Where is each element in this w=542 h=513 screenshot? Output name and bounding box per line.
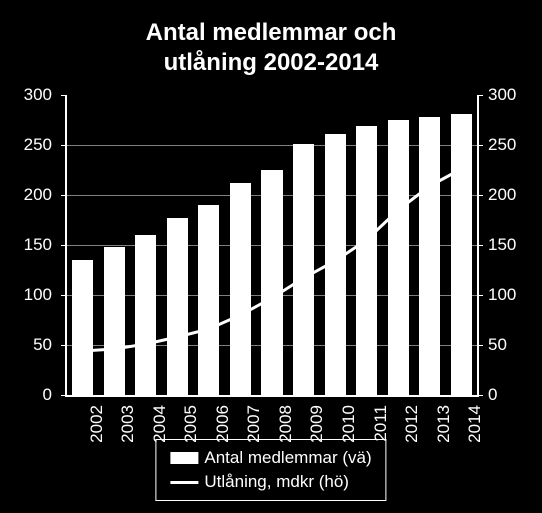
x-tick-label: 2006 bbox=[213, 405, 233, 443]
y-tick-label-left: 100 bbox=[24, 285, 52, 305]
x-tick-label: 2007 bbox=[244, 405, 264, 443]
y-tick-label-left: 150 bbox=[24, 235, 52, 255]
x-tick-label: 2004 bbox=[150, 405, 170, 443]
y-axis-right: 050100150200250300 bbox=[482, 95, 542, 395]
y-tick-label-left: 250 bbox=[24, 135, 52, 155]
chart-title-line2: utlåning 2002-2014 bbox=[0, 48, 542, 78]
legend-line-swatch bbox=[170, 481, 198, 484]
y-tick-mark-right bbox=[477, 395, 483, 396]
x-tick-label: 2008 bbox=[276, 405, 296, 443]
x-tick-label: 2014 bbox=[465, 405, 485, 443]
x-tick-label: 2002 bbox=[87, 405, 107, 443]
legend-bar-swatch bbox=[170, 452, 198, 464]
y-tick-label-right: 300 bbox=[488, 85, 516, 105]
y-tick-mark-left bbox=[61, 95, 67, 96]
x-tick-label: 2009 bbox=[307, 405, 327, 443]
y-tick-label-right: 100 bbox=[488, 285, 516, 305]
x-tick-label: 2005 bbox=[181, 405, 201, 443]
x-tick-label: 2010 bbox=[339, 405, 359, 443]
y-tick-label-right: 150 bbox=[488, 235, 516, 255]
y-tick-mark-left bbox=[61, 195, 67, 196]
x-tick-label: 2013 bbox=[434, 405, 454, 443]
legend-line-label: Utlåning, mdkr (hö) bbox=[204, 472, 349, 492]
line-path bbox=[83, 169, 461, 351]
legend-item-bars: Antal medlemmar (vä) bbox=[170, 446, 371, 470]
legend-item-line: Utlåning, mdkr (hö) bbox=[170, 470, 371, 494]
y-tick-label-right: 0 bbox=[488, 385, 497, 405]
y-tick-label-left: 200 bbox=[24, 185, 52, 205]
x-tick-label: 2011 bbox=[371, 405, 391, 442]
y-tick-label-left: 50 bbox=[33, 335, 52, 355]
chart-container: Antal medlemmar och utlåning 2002-2014 0… bbox=[0, 0, 542, 513]
y-tick-mark-left bbox=[61, 295, 67, 296]
y-tick-label-right: 250 bbox=[488, 135, 516, 155]
y-tick-mark-left bbox=[61, 395, 67, 396]
x-tick-label: 2012 bbox=[402, 405, 422, 443]
y-tick-mark-left bbox=[61, 245, 67, 246]
chart-title-line1: Antal medlemmar och bbox=[0, 18, 542, 48]
chart-title: Antal medlemmar och utlåning 2002-2014 bbox=[0, 0, 542, 78]
y-tick-mark-left bbox=[61, 145, 67, 146]
y-tick-label-right: 50 bbox=[488, 335, 507, 355]
y-tick-label-left: 300 bbox=[24, 85, 52, 105]
line-series bbox=[67, 95, 477, 395]
y-tick-label-right: 200 bbox=[488, 185, 516, 205]
x-tick-label: 2003 bbox=[118, 405, 138, 443]
y-axis-left: 050100150200250300 bbox=[0, 95, 60, 395]
y-tick-mark-left bbox=[61, 345, 67, 346]
legend-bar-label: Antal medlemmar (vä) bbox=[204, 448, 371, 468]
y-tick-label-left: 0 bbox=[43, 385, 52, 405]
legend: Antal medlemmar (vä) Utlåning, mdkr (hö) bbox=[155, 439, 386, 501]
plot-area bbox=[65, 95, 479, 397]
